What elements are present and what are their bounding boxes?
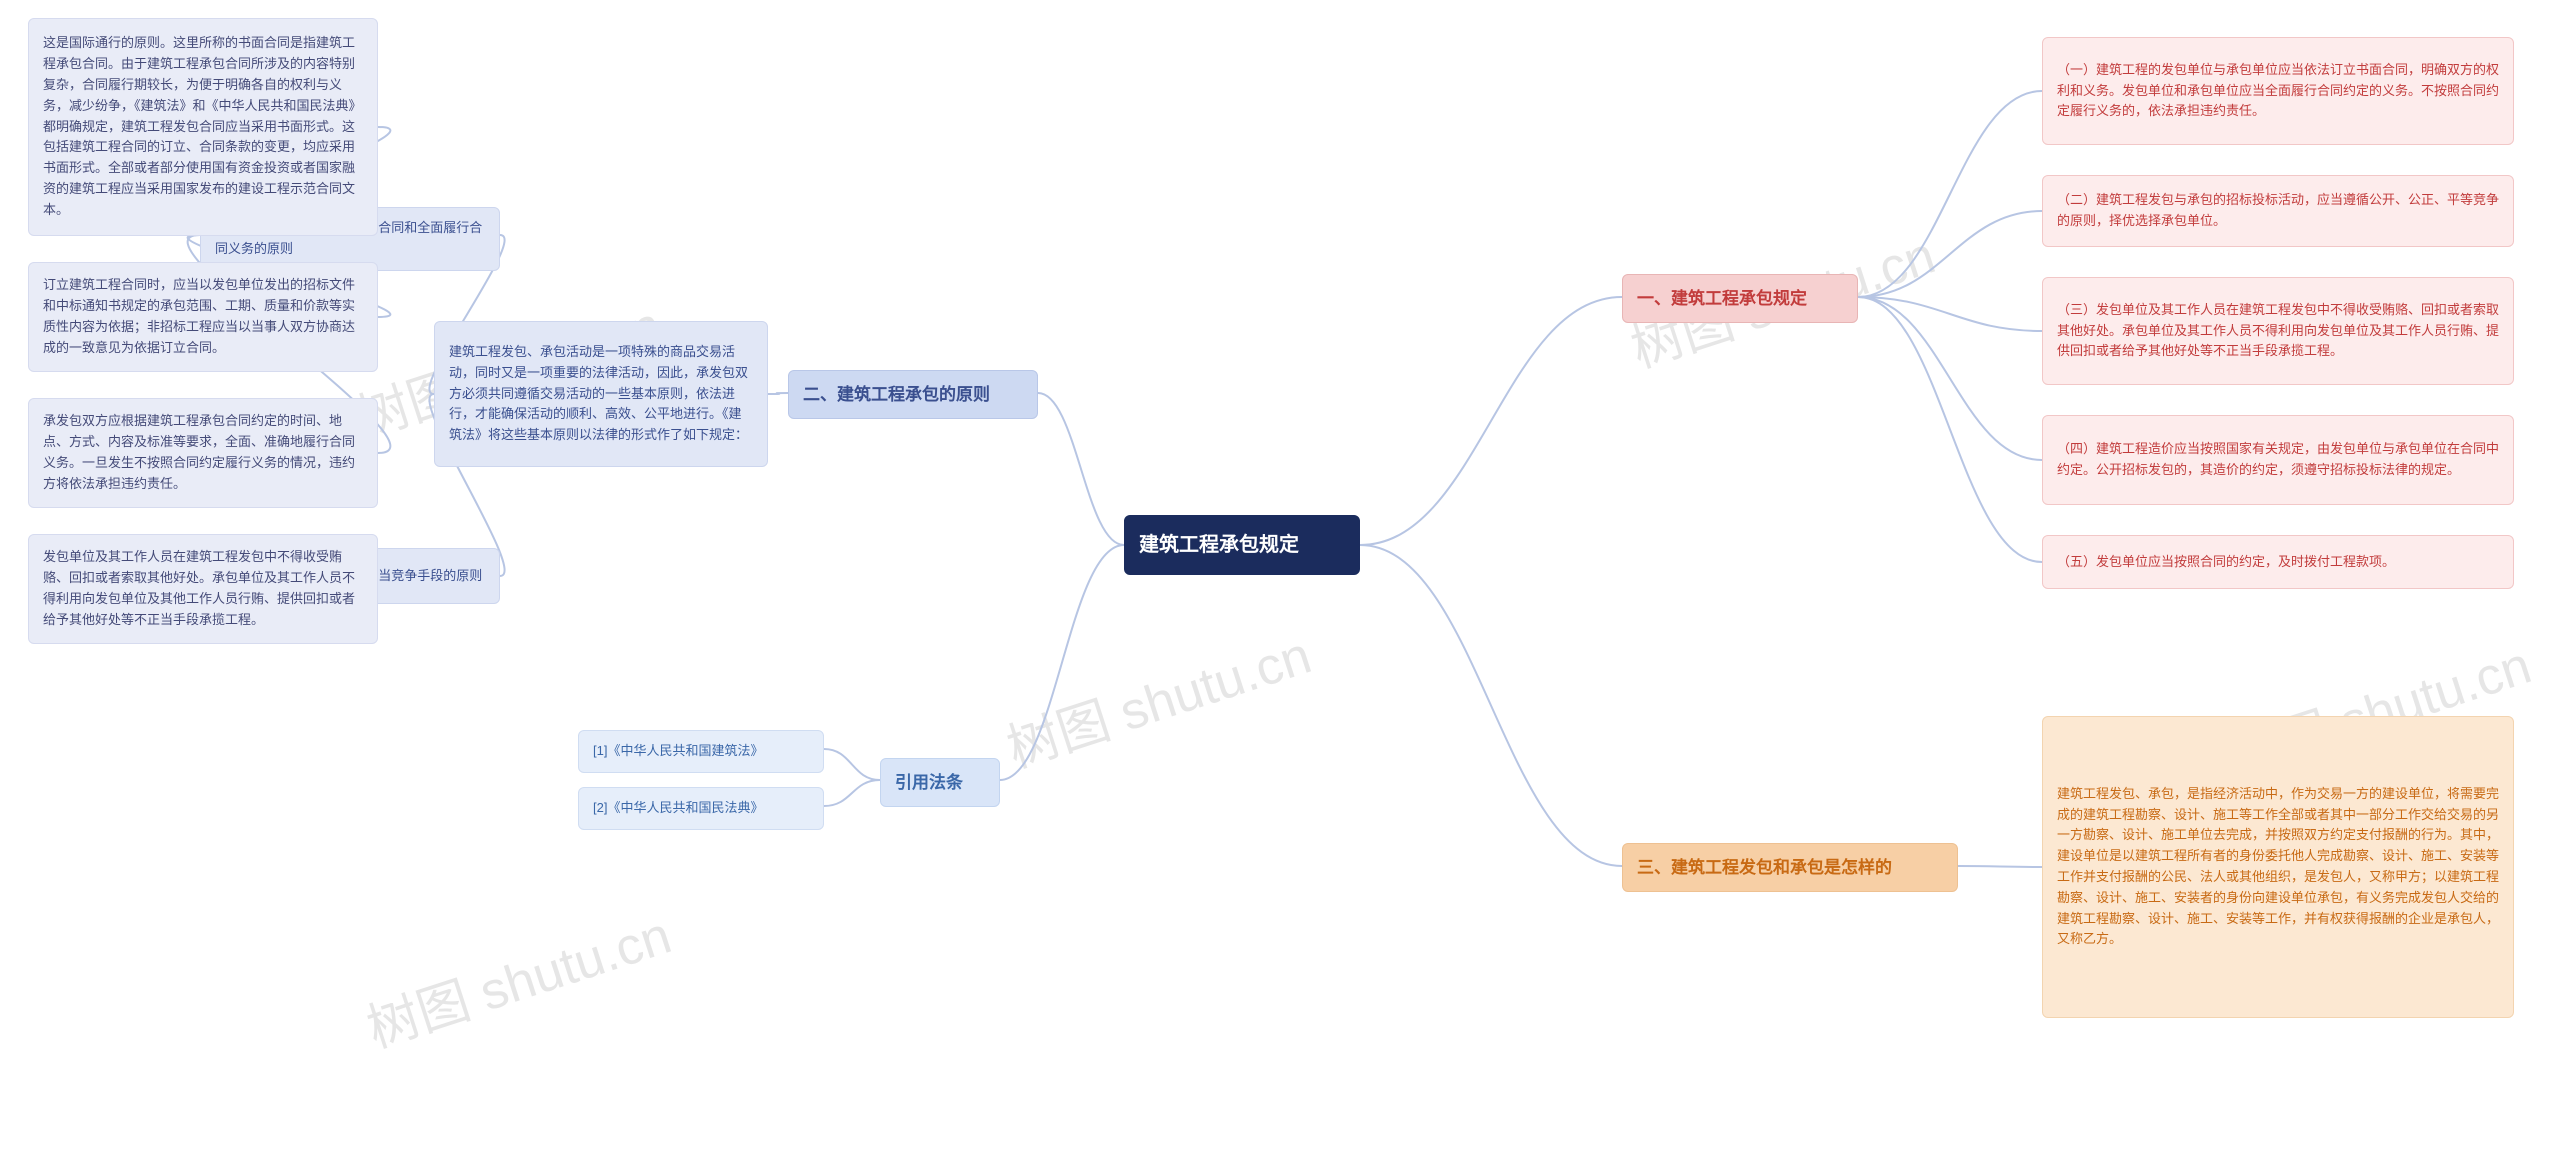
principle-1-detail-1[interactable]: 订立建筑工程合同时，应当以发包单位发出的招标文件和中标通知书规定的承包范围、工期… (28, 262, 378, 372)
citations-label: 引用法条 (895, 769, 985, 796)
section-2-title[interactable]: 二、建筑工程承包的原则 (788, 370, 1038, 419)
citation-1[interactable]: [2]《中华人民共和国民法典》 (578, 787, 824, 830)
section-3-title[interactable]: 三、建筑工程发包和承包是怎样的 (1622, 843, 1958, 892)
section-1-item-4[interactable]: （五）发包单位应当按照合同的约定，及时拨付工程款项。 (2042, 535, 2514, 589)
section-1-item-0-text: （一）建筑工程的发包单位与承包单位应当依法订立书面合同，明确双方的权利和义务。发… (2057, 60, 2499, 122)
principle-1-detail-0-text: 这是国际通行的原则。这里所称的书面合同是指建筑工程承包合同。由于建筑工程承包合同… (43, 33, 363, 220)
section-2-intro-text: 建筑工程发包、承包活动是一项特殊的商品交易活动，同时又是一项重要的法律活动，因此… (449, 342, 753, 446)
section-1-item-3-text: （四）建筑工程造价应当按照国家有关规定，由发包单位与承包单位在合同中约定。公开招… (2057, 439, 2499, 481)
section-1-item-3[interactable]: （四）建筑工程造价应当按照国家有关规定，由发包单位与承包单位在合同中约定。公开招… (2042, 415, 2514, 505)
citation-1-text: [2]《中华人民共和国民法典》 (593, 798, 809, 819)
section-1-label: 一、建筑工程承包规定 (1637, 285, 1843, 312)
section-1-title[interactable]: 一、建筑工程承包规定 (1622, 274, 1858, 323)
citations-title[interactable]: 引用法条 (880, 758, 1000, 807)
section-2-label: 二、建筑工程承包的原则 (803, 381, 1023, 408)
section-1-item-1[interactable]: （二）建筑工程发包与承包的招标投标活动，应当遵循公开、公正、平等竞争的原则，择优… (2042, 175, 2514, 247)
principle-1-detail-2-text: 承发包双方应根据建筑工程承包合同约定的时间、地点、方式、内容及标准等要求，全面、… (43, 411, 363, 494)
section-1-item-2-text: （三）发包单位及其工作人员在建筑工程发包中不得收受贿赂、回扣或者索取其他好处。承… (2057, 300, 2499, 362)
watermark-text: 树图 shutu.cn (996, 613, 1319, 782)
section-1-item-4-text: （五）发包单位应当按照合同的约定，及时拨付工程款项。 (2057, 552, 2499, 573)
section-1-item-1-text: （二）建筑工程发包与承包的招标投标活动，应当遵循公开、公正、平等竞争的原则，择优… (2057, 190, 2499, 232)
citation-0[interactable]: [1]《中华人民共和国建筑法》 (578, 730, 824, 773)
principle-2-detail-0-text: 发包单位及其工作人员在建筑工程发包中不得收受贿赂、回扣或者索取其他好处。承包单位… (43, 547, 363, 630)
principle-2-detail-0[interactable]: 发包单位及其工作人员在建筑工程发包中不得收受贿赂、回扣或者索取其他好处。承包单位… (28, 534, 378, 644)
section-3-label: 三、建筑工程发包和承包是怎样的 (1637, 854, 1943, 881)
section-2-intro[interactable]: 建筑工程发包、承包活动是一项特殊的商品交易活动，同时又是一项重要的法律活动，因此… (434, 321, 768, 467)
root-label: 建筑工程承包规定 (1139, 529, 1345, 561)
root-node[interactable]: 建筑工程承包规定 (1124, 515, 1360, 575)
citation-0-text: [1]《中华人民共和国建筑法》 (593, 741, 809, 762)
principle-1-detail-0[interactable]: 这是国际通行的原则。这里所称的书面合同是指建筑工程承包合同。由于建筑工程承包合同… (28, 18, 378, 236)
principle-1-detail-1-text: 订立建筑工程合同时，应当以发包单位发出的招标文件和中标通知书规定的承包范围、工期… (43, 275, 363, 358)
section-1-item-0[interactable]: （一）建筑工程的发包单位与承包单位应当依法订立书面合同，明确双方的权利和义务。发… (2042, 37, 2514, 145)
section-3-item-0[interactable]: 建筑工程发包、承包，是指经济活动中，作为交易一方的建设单位，将需要完成的建筑工程… (2042, 716, 2514, 1018)
section-1-item-2[interactable]: （三）发包单位及其工作人员在建筑工程发包中不得收受贿赂、回扣或者索取其他好处。承… (2042, 277, 2514, 385)
section-3-item-0-text: 建筑工程发包、承包，是指经济活动中，作为交易一方的建设单位，将需要完成的建筑工程… (2057, 784, 2499, 950)
watermark-text: 树图 shutu.cn (356, 893, 679, 1062)
principle-1-detail-2[interactable]: 承发包双方应根据建筑工程承包合同约定的时间、地点、方式、内容及标准等要求，全面、… (28, 398, 378, 508)
